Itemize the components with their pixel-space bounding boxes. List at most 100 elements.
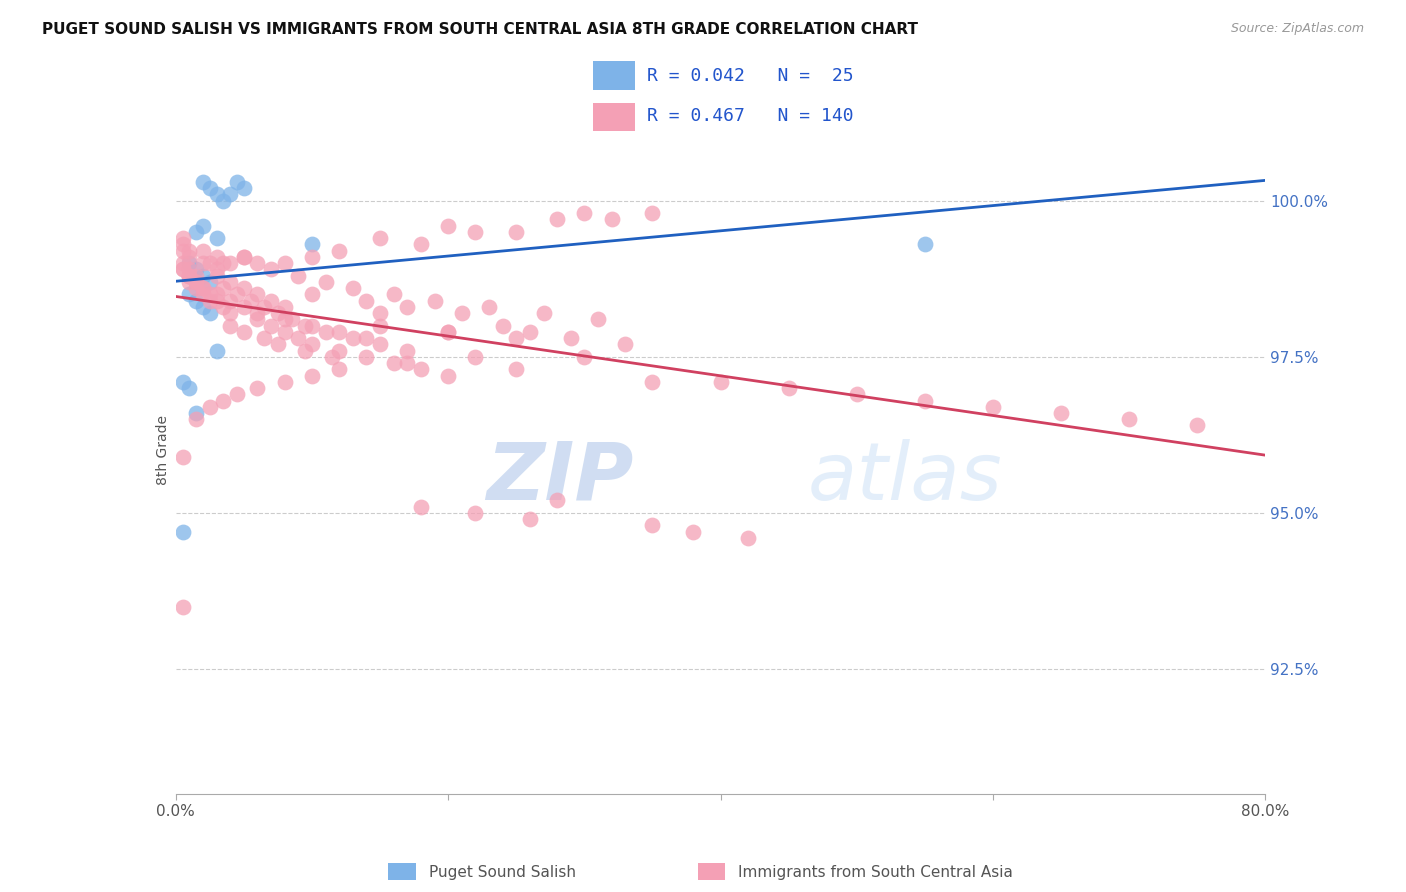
Point (186, 293, 208, 308)
Point (232, 250, 254, 264)
FancyBboxPatch shape (592, 62, 636, 90)
Point (274, 312, 297, 326)
Point (212, 194, 235, 208)
Point (845, 387, 868, 401)
Point (212, 300, 235, 314)
Point (274, 375, 297, 389)
Text: R = 0.042   N =  25: R = 0.042 N = 25 (647, 67, 853, 85)
Point (368, 318, 391, 333)
Point (191, 281, 214, 295)
Point (219, 293, 242, 308)
Point (219, 256, 242, 270)
Point (280, 312, 302, 326)
Point (396, 343, 419, 358)
Point (172, 262, 194, 277)
Point (205, 343, 228, 358)
Point (778, 381, 800, 395)
Point (641, 518, 664, 533)
Point (981, 400, 1004, 414)
Point (232, 281, 254, 295)
Point (301, 337, 323, 351)
Point (574, 350, 596, 364)
Point (191, 219, 214, 233)
Point (191, 256, 214, 270)
Point (186, 275, 208, 289)
Point (246, 306, 269, 320)
Point (172, 256, 194, 270)
Point (219, 187, 242, 202)
Point (437, 219, 460, 233)
Point (232, 325, 254, 339)
Point (1050, 406, 1073, 420)
Point (186, 262, 208, 277)
Point (328, 343, 350, 358)
Point (301, 318, 323, 333)
Point (409, 500, 432, 514)
Point (287, 331, 309, 345)
Text: Source: ZipAtlas.com: Source: ZipAtlas.com (1230, 22, 1364, 36)
Point (641, 375, 664, 389)
Point (253, 331, 276, 345)
Point (450, 306, 472, 320)
Point (914, 393, 936, 408)
Point (342, 281, 364, 295)
Point (205, 187, 228, 202)
Point (560, 331, 582, 345)
Point (301, 287, 323, 301)
Point (301, 250, 323, 264)
FancyBboxPatch shape (697, 863, 725, 880)
Point (342, 331, 364, 345)
Point (519, 325, 541, 339)
Point (328, 325, 350, 339)
Point (328, 244, 350, 258)
Point (423, 293, 446, 308)
Point (710, 375, 733, 389)
Point (301, 237, 323, 252)
Point (274, 256, 297, 270)
Point (198, 287, 221, 301)
Point (409, 362, 432, 376)
Text: atlas: atlas (807, 439, 1002, 517)
Point (246, 256, 269, 270)
Point (179, 287, 201, 301)
Point (191, 244, 214, 258)
Point (179, 268, 201, 283)
Point (179, 275, 201, 289)
Point (226, 387, 249, 401)
Text: ZIP: ZIP (486, 439, 633, 517)
Point (274, 300, 297, 314)
Point (205, 287, 228, 301)
Point (198, 400, 221, 414)
Point (294, 343, 316, 358)
Point (368, 306, 391, 320)
Text: R = 0.467   N = 140: R = 0.467 N = 140 (647, 107, 853, 125)
Point (198, 293, 221, 308)
Point (519, 512, 541, 526)
Point (186, 268, 208, 283)
Point (464, 506, 486, 520)
Point (198, 181, 221, 195)
Point (1187, 418, 1209, 433)
Point (260, 262, 283, 277)
Point (232, 250, 254, 264)
Point (186, 281, 208, 295)
Point (574, 206, 596, 220)
Y-axis label: 8th Grade: 8th Grade (156, 416, 170, 485)
Point (232, 181, 254, 195)
Point (301, 368, 323, 383)
Point (172, 599, 194, 614)
Point (205, 293, 228, 308)
Point (191, 300, 214, 314)
Point (172, 237, 194, 252)
Point (505, 331, 527, 345)
Point (1118, 412, 1140, 426)
Point (219, 318, 242, 333)
Point (219, 306, 242, 320)
Point (179, 262, 201, 277)
Point (172, 375, 194, 389)
FancyBboxPatch shape (388, 863, 416, 880)
Point (219, 275, 242, 289)
Point (267, 337, 290, 351)
Point (226, 175, 249, 189)
Point (179, 250, 201, 264)
